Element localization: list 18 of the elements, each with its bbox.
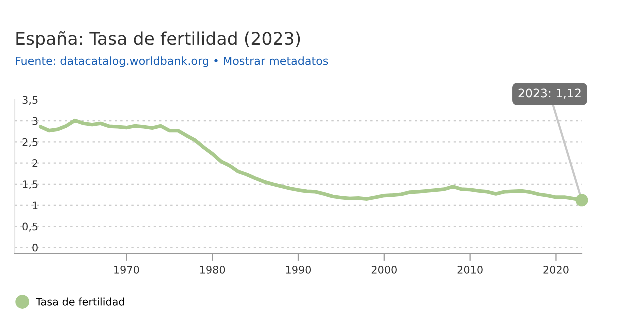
y-tick-label: 3 (32, 117, 38, 126)
y-tick-label: 2,5 (22, 138, 38, 148)
y-tick-label: 1,5 (23, 180, 38, 190)
y-tick-label: 0 (32, 244, 38, 252)
y-tick-label: 1 (33, 202, 38, 210)
y-tick-label: 3,5 (22, 96, 38, 106)
x-tick-label: 2000 (372, 266, 397, 274)
x-tick-label: 2010 (458, 266, 483, 274)
x-tick-label: 1980 (200, 266, 226, 274)
x-tick-label: 1990 (286, 266, 312, 274)
x-tick-label: 2020 (544, 266, 569, 274)
annotation: 2023: 1,12 (518, 88, 581, 99)
y-tick-label: 2 (32, 160, 38, 168)
x-tick-label: 1970 (114, 266, 140, 274)
legend-label: Tasa de fertilidad (36, 298, 124, 306)
y-tick-label: 0,5 (22, 222, 38, 232)
chart-title: España: Tasa de fertilidad (2023) (16, 31, 300, 49)
chart-subtitle: Fuente: datacatalog.worldbank.org • Mostrar metadatos (16, 56, 328, 68)
